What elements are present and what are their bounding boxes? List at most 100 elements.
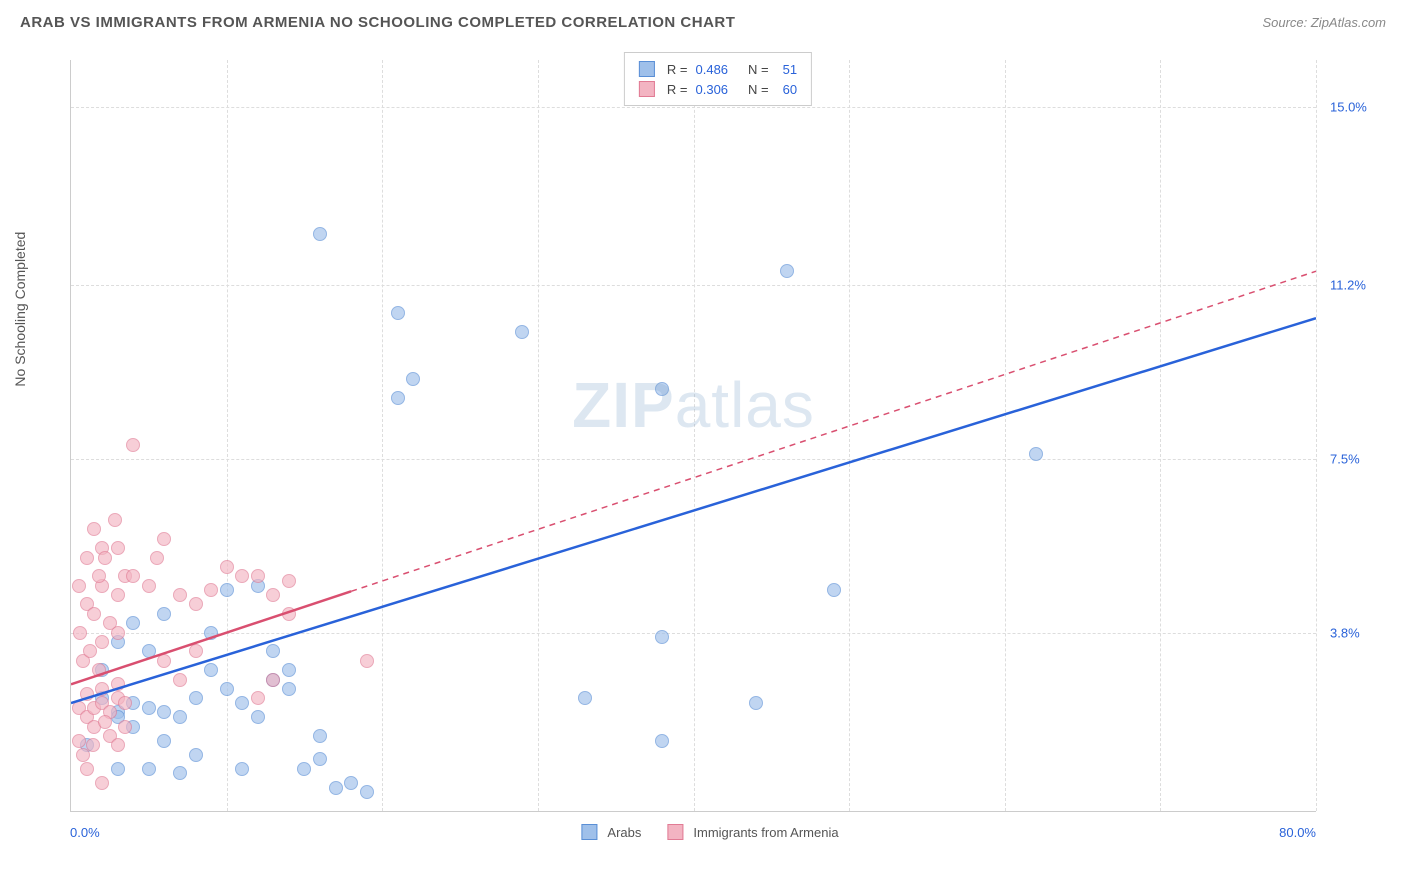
x-gridline bbox=[1005, 60, 1006, 811]
scatter-point bbox=[204, 626, 218, 640]
series-legend: Arabs Immigrants from Armenia bbox=[581, 824, 854, 840]
correlation-legend-row: R =0.306N =60 bbox=[639, 79, 797, 99]
x-gridline bbox=[227, 60, 228, 811]
scatter-point bbox=[329, 781, 343, 795]
scatter-point bbox=[204, 583, 218, 597]
scatter-point bbox=[235, 696, 249, 710]
scatter-point bbox=[204, 663, 218, 677]
r-label: R = bbox=[667, 82, 688, 97]
scatter-point bbox=[118, 696, 132, 710]
scatter-point bbox=[108, 513, 122, 527]
scatter-point bbox=[72, 579, 86, 593]
watermark-bold: ZIP bbox=[572, 369, 675, 441]
scatter-point bbox=[360, 785, 374, 799]
correlation-legend-row: R =0.486N =51 bbox=[639, 59, 797, 79]
scatter-point bbox=[157, 734, 171, 748]
scatter-point bbox=[189, 748, 203, 762]
scatter-point bbox=[515, 325, 529, 339]
x-gridline bbox=[382, 60, 383, 811]
scatter-point bbox=[344, 776, 358, 790]
scatter-point bbox=[235, 762, 249, 776]
scatter-point bbox=[266, 673, 280, 687]
scatter-point bbox=[313, 227, 327, 241]
scatter-point bbox=[360, 654, 374, 668]
y-axis-label: No Schooling Completed bbox=[12, 232, 28, 387]
scatter-point bbox=[92, 663, 106, 677]
scatter-point bbox=[173, 710, 187, 724]
scatter-point bbox=[157, 654, 171, 668]
scatter-point bbox=[157, 705, 171, 719]
scatter-point bbox=[655, 382, 669, 396]
scatter-point bbox=[98, 715, 112, 729]
n-label: N = bbox=[748, 82, 769, 97]
scatter-point bbox=[780, 264, 794, 278]
y-tick-label: 11.2% bbox=[1330, 278, 1366, 293]
correlation-legend: R =0.486N =51R =0.306N =60 bbox=[624, 52, 812, 106]
scatter-point bbox=[111, 626, 125, 640]
scatter-point bbox=[98, 551, 112, 565]
scatter-point bbox=[118, 720, 132, 734]
x-gridline bbox=[1316, 60, 1317, 811]
scatter-point bbox=[157, 607, 171, 621]
x-axis-min-label: 0.0% bbox=[70, 825, 100, 840]
scatter-point bbox=[111, 677, 125, 691]
scatter-point bbox=[266, 644, 280, 658]
n-label: N = bbox=[748, 62, 769, 77]
scatter-point bbox=[1029, 447, 1043, 461]
scatter-point bbox=[80, 551, 94, 565]
chart-container: No Schooling Completed ZIPatlas 3.8%7.5%… bbox=[50, 50, 1386, 862]
scatter-point bbox=[220, 682, 234, 696]
n-value: 51 bbox=[783, 62, 797, 77]
legend-series-label: Arabs bbox=[607, 825, 641, 840]
r-value: 0.306 bbox=[695, 82, 728, 97]
scatter-point bbox=[655, 734, 669, 748]
scatter-point bbox=[391, 391, 405, 405]
scatter-point bbox=[111, 541, 125, 555]
x-gridline bbox=[538, 60, 539, 811]
scatter-point bbox=[126, 569, 140, 583]
scatter-point bbox=[111, 762, 125, 776]
scatter-point bbox=[189, 644, 203, 658]
scatter-point bbox=[220, 583, 234, 597]
scatter-point bbox=[87, 522, 101, 536]
scatter-point bbox=[83, 644, 97, 658]
y-tick-label: 3.8% bbox=[1330, 625, 1360, 640]
legend-series-label: Immigrants from Armenia bbox=[693, 825, 838, 840]
scatter-point bbox=[87, 607, 101, 621]
scatter-point bbox=[220, 560, 234, 574]
legend-swatch bbox=[639, 61, 655, 77]
scatter-point bbox=[111, 588, 125, 602]
scatter-point bbox=[189, 691, 203, 705]
scatter-point bbox=[282, 574, 296, 588]
scatter-point bbox=[578, 691, 592, 705]
scatter-point bbox=[150, 551, 164, 565]
scatter-point bbox=[173, 588, 187, 602]
scatter-point bbox=[655, 630, 669, 644]
scatter-point bbox=[406, 372, 420, 386]
x-gridline bbox=[849, 60, 850, 811]
scatter-point bbox=[73, 626, 87, 640]
scatter-point bbox=[282, 663, 296, 677]
scatter-point bbox=[189, 597, 203, 611]
scatter-point bbox=[827, 583, 841, 597]
watermark-rest: atlas bbox=[675, 369, 815, 441]
scatter-point bbox=[391, 306, 405, 320]
scatter-point bbox=[749, 696, 763, 710]
legend-swatch bbox=[667, 824, 683, 840]
x-gridline bbox=[694, 60, 695, 811]
scatter-point bbox=[86, 738, 100, 752]
scatter-point bbox=[95, 682, 109, 696]
legend-swatch bbox=[639, 81, 655, 97]
scatter-point bbox=[142, 579, 156, 593]
scatter-point bbox=[235, 569, 249, 583]
legend-swatch bbox=[581, 824, 597, 840]
scatter-point bbox=[173, 673, 187, 687]
scatter-point bbox=[80, 762, 94, 776]
scatter-point bbox=[313, 752, 327, 766]
scatter-point bbox=[282, 607, 296, 621]
x-axis-max-label: 80.0% bbox=[1279, 825, 1316, 840]
r-label: R = bbox=[667, 62, 688, 77]
scatter-point bbox=[142, 644, 156, 658]
scatter-point bbox=[251, 710, 265, 724]
scatter-point bbox=[95, 635, 109, 649]
